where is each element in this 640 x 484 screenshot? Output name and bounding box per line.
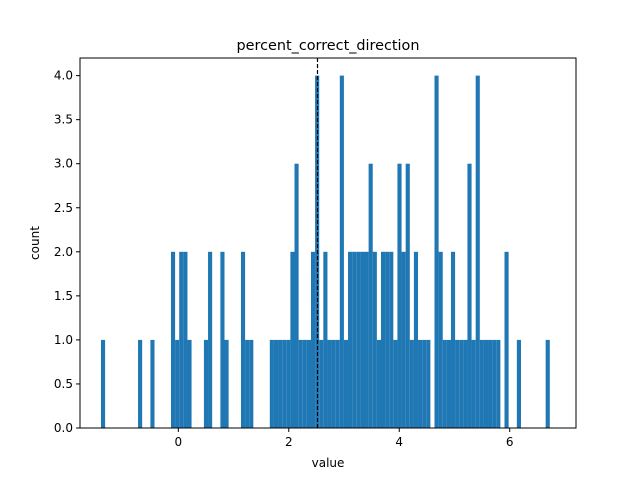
histogram-bar [492, 339, 497, 428]
histogram-bar [240, 251, 246, 428]
histogram-bar [220, 251, 225, 428]
y-tick-label: 4.0 [54, 69, 73, 83]
histogram-bar [479, 339, 484, 428]
histogram-bar [516, 339, 521, 428]
histogram-bar [380, 251, 386, 428]
histogram-bar [496, 339, 501, 428]
y-axis-ticks: 0.0 0.5 1.0 1.5 2.0 2.5 3.0 3.5 4.0 [54, 69, 80, 435]
histogram-bar [442, 339, 447, 428]
histogram-bar [310, 251, 316, 428]
histogram-bar [187, 339, 192, 428]
x-axis-ticks: 0 2 4 6 [174, 428, 514, 449]
histogram-bar [488, 339, 493, 428]
histogram-bar [364, 251, 369, 428]
histogram-bar [343, 339, 349, 428]
histogram-bar [418, 339, 423, 428]
histogram-bar [455, 339, 460, 428]
histogram-bar [459, 339, 464, 428]
histogram-bar [278, 339, 283, 428]
histogram-bar [434, 75, 439, 429]
histogram-bar [150, 339, 155, 428]
axes-frame [79, 57, 577, 429]
y-axis-label: count [28, 226, 42, 260]
histogram-bar [405, 163, 410, 428]
histogram-bar [475, 75, 480, 429]
histogram-bar [100, 339, 106, 428]
histogram-bar [269, 339, 274, 428]
histogram-bar [170, 251, 176, 428]
y-tick-label: 3.0 [54, 157, 73, 171]
histogram-bar [471, 339, 476, 428]
x-tick-label: 0 [174, 435, 182, 449]
bars-group [100, 75, 550, 429]
histogram-bar [339, 75, 344, 429]
histogram-bar [319, 339, 324, 428]
chart-title: percent_correct_direction [237, 38, 420, 54]
histogram-bar [306, 339, 311, 428]
histogram-bar [331, 339, 336, 428]
y-tick-label: 2.0 [54, 245, 73, 259]
histogram-bar [290, 251, 295, 428]
histogram-bar [409, 339, 414, 428]
histogram-bar [183, 251, 188, 428]
histogram-bar [446, 339, 451, 428]
histogram-bar [298, 339, 303, 428]
histogram-bar [401, 251, 406, 428]
histogram-bar [273, 339, 279, 428]
y-tick-label: 1.5 [54, 289, 73, 303]
histogram-bar [286, 339, 291, 428]
histogram-bar [282, 339, 287, 428]
histogram-bar [245, 339, 250, 428]
histogram-bar [467, 163, 472, 428]
histogram-bar [335, 339, 340, 428]
histogram-bar [376, 339, 381, 428]
histogram-bar [302, 339, 307, 428]
histogram-bar [504, 251, 509, 428]
histogram-bar [327, 339, 332, 428]
histogram-bar [413, 251, 419, 428]
histogram-bar [294, 163, 299, 428]
x-tick-label: 2 [285, 435, 293, 449]
histogram-bar [393, 339, 398, 428]
histogram-bar [422, 339, 427, 428]
histogram-bar [360, 251, 365, 428]
histogram-bar [450, 251, 456, 428]
y-tick-label: 0.5 [54, 377, 73, 391]
histogram-bar [138, 339, 143, 428]
histogram-bar [179, 251, 184, 428]
x-tick-label: 6 [506, 435, 514, 449]
histogram-bar [368, 163, 373, 428]
x-axis-label: value [312, 456, 345, 470]
histogram-bar [545, 339, 550, 428]
histogram-bar [385, 251, 390, 428]
y-tick-label: 3.5 [54, 113, 73, 127]
histogram-bar [426, 339, 431, 428]
histogram-bar [397, 163, 402, 428]
y-tick-label: 0.0 [54, 421, 73, 435]
histogram-bar [356, 251, 361, 428]
histogram-bar [389, 251, 394, 428]
histogram-bar [438, 251, 443, 428]
histogram-bar [208, 251, 213, 428]
x-tick-label: 4 [395, 435, 403, 449]
histogram-bar [483, 339, 489, 428]
y-tick-label: 1.0 [54, 333, 73, 347]
histogram-bar [348, 251, 353, 428]
y-tick-label: 2.5 [54, 201, 73, 215]
histogram-bar [372, 251, 377, 428]
histogram-bar [175, 339, 180, 428]
histogram-bar [352, 251, 357, 428]
histogram-bar [203, 339, 209, 428]
histogram-bar [323, 251, 328, 428]
histogram-bar [249, 339, 254, 428]
histogram-bar [463, 339, 468, 428]
histogram-bar [224, 339, 229, 428]
